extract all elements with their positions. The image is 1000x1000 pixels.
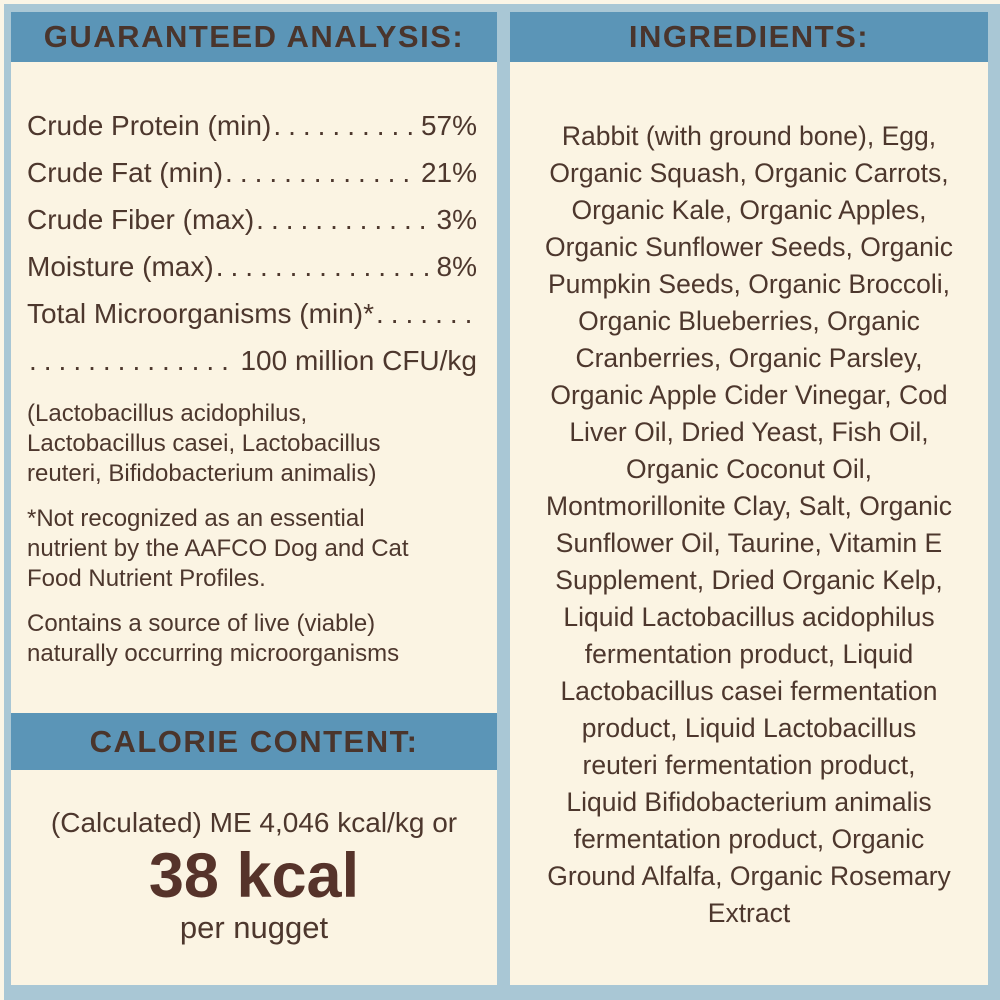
guaranteed-analysis-body: Crude Protein (min) ....................… (11, 62, 497, 713)
dot-leader: ........................................… (273, 110, 414, 141)
nutrient-row-crude-fiber: Crude Fiber (max) ......................… (27, 196, 477, 243)
ingredients-header: INGREDIENTS: (510, 12, 988, 62)
nutrient-row-total-microorganisms: Total Microorganisms (min)* ............… (27, 290, 477, 337)
dot-leader: ........................................… (29, 345, 233, 376)
calorie-calculated-line: (Calculated) ME 4,046 kcal/kg or (50, 807, 458, 838)
ingredients-title: INGREDIENTS: (628, 19, 870, 54)
nutrient-label: Crude Protein (min) (27, 110, 272, 141)
nutrient-value: 8% (436, 251, 477, 282)
dot-leader: ........................................… (215, 251, 430, 282)
nutrient-label: Moisture (max) (27, 251, 214, 282)
guaranteed-analysis-title: GUARANTEED ANALYSIS: (43, 19, 465, 54)
microorganisms-value: 100 million CFU/kg (240, 345, 477, 376)
dot-leader: ........................................… (375, 298, 477, 329)
nutrient-value: 57% (420, 110, 477, 141)
calorie-unit-line: per nugget (179, 910, 329, 945)
probiotic-species-note: (Lactobacillus acidophilus, Lactobacillu… (27, 400, 381, 487)
dot-leader: ........................................… (256, 204, 430, 235)
guaranteed-analysis-header: GUARANTEED ANALYSIS: (11, 12, 497, 62)
dot-leader: ........................................… (225, 157, 414, 188)
nutrient-row-crude-fat: Crude Fat (min) ........................… (27, 149, 477, 196)
calorie-content-header: CALORIE CONTENT: (11, 713, 497, 770)
viable-microorganisms-note: Contains a source of live (viable) natur… (27, 610, 400, 667)
label-frame: GUARANTEED ANALYSIS: Crude Protein (min)… (4, 4, 1000, 1000)
nutrient-value: 21% (420, 157, 477, 188)
nutrient-value: 3% (436, 204, 477, 235)
calorie-highlight-value: 38 kcal (148, 841, 360, 911)
nutrient-label: Crude Fiber (max) (27, 204, 255, 235)
nutrient-row-continuation: ........................................… (27, 337, 477, 384)
nutrient-row-moisture: Moisture (max) .........................… (27, 243, 477, 290)
ingredients-panel: INGREDIENTS: Rabbit (with ground bone), … (510, 12, 988, 985)
nutrient-row-crude-protein: Crude Protein (min) ....................… (27, 102, 477, 149)
nutrient-label: Total Microorganisms (min)* (27, 298, 374, 329)
ingredients-text: Rabbit (with ground bone), Egg, Organic … (544, 121, 953, 928)
calorie-content-title: CALORIE CONTENT: (89, 723, 419, 759)
nutrient-label: Crude Fat (min) (27, 157, 224, 188)
calorie-content-body: (Calculated) ME 4,046 kcal/kg or 38 kcal… (11, 770, 497, 985)
aafco-footnote: *Not recognized as an essential nutrient… (27, 505, 409, 592)
guaranteed-analysis-panel: GUARANTEED ANALYSIS: Crude Protein (min)… (11, 12, 497, 985)
